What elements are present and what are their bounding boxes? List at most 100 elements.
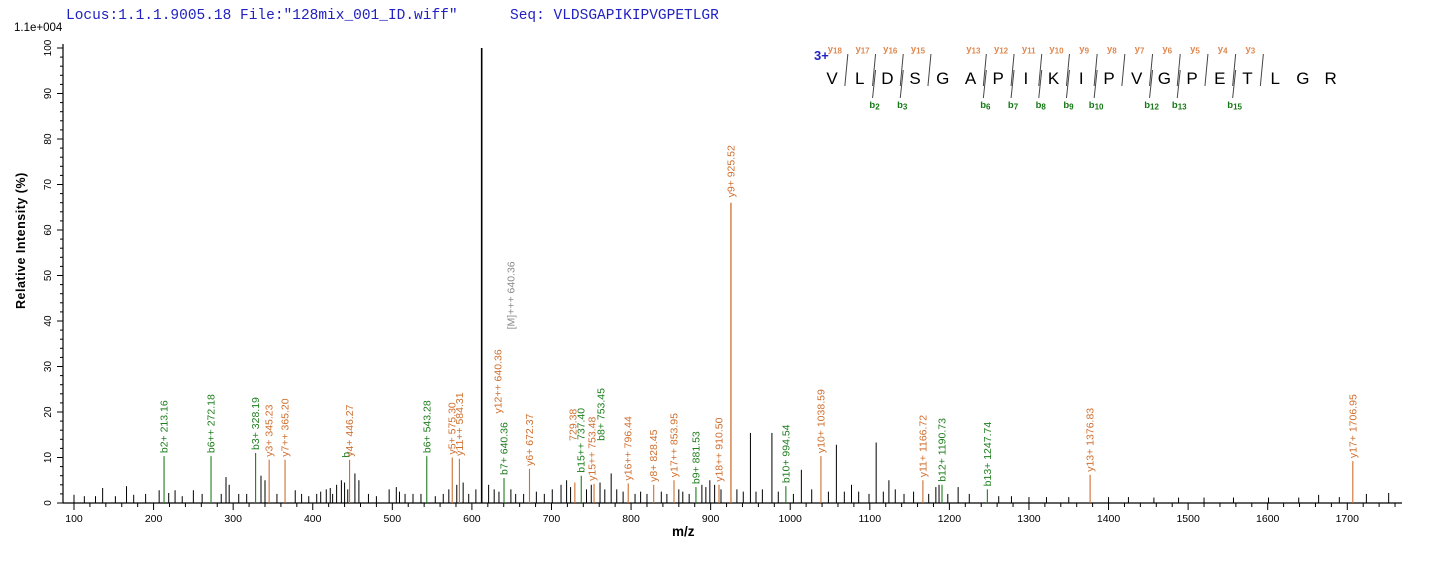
sequence-residue: G <box>1296 69 1309 88</box>
y-tick-label: 70 <box>43 179 54 191</box>
peak-label: y15++ 753.48 <box>587 417 599 481</box>
peak-label: y10+ 1038.59 <box>815 389 827 453</box>
x-tick-label: 900 <box>702 513 720 525</box>
y-ion-tick <box>1149 53 1154 87</box>
y-ion-tick <box>927 53 932 87</box>
y-tick-label: 90 <box>43 88 54 100</box>
x-tick-label: 200 <box>145 513 163 525</box>
sequence-residue: R <box>1324 69 1336 88</box>
sequence-residue: D <box>881 69 893 88</box>
b-ion-label: b10 <box>1089 100 1104 112</box>
b-ion-label: b6 <box>980 100 991 112</box>
y-ion-label: y5 <box>1190 44 1200 56</box>
peak-label: y9+ 925.52 <box>725 145 737 197</box>
y-tick-label: 20 <box>43 406 54 418</box>
peak-label: b2+ 213.16 <box>159 400 171 453</box>
peak-label: y3+ 345.23 <box>264 404 276 456</box>
y-ion-tick <box>1204 53 1209 87</box>
y-ion-label: y7 <box>1135 44 1145 56</box>
sequence-residue: A <box>965 69 977 88</box>
peak-label: y6+ 672.37 <box>524 413 536 465</box>
y-ion-label: y6 <box>1162 44 1172 56</box>
sequence-residue: P <box>993 69 1004 88</box>
y-ion-tick <box>899 53 904 87</box>
header-locus-file: Locus:1.1.1.9005.18 File:"128mix_001_ID.… <box>66 8 458 24</box>
peak-label: [M]+++ 640.36 <box>506 261 518 329</box>
b-ion-tick <box>1038 69 1043 99</box>
sequence-residue: G <box>1158 69 1171 88</box>
precursor-charge-label: 3+ <box>814 48 829 63</box>
y-tick-label: 30 <box>43 361 54 373</box>
y-ion-label: y10 <box>1049 44 1064 56</box>
peak-label: y11+ 1166.72 <box>917 415 929 478</box>
x-tick-label: 500 <box>384 513 402 525</box>
y-ion-label: y12 <box>994 44 1009 56</box>
y-tick-label: 100 <box>43 39 54 56</box>
x-tick-label: 1600 <box>1256 513 1280 525</box>
x-tick-label: 400 <box>304 513 322 525</box>
y-ion-tick <box>1010 53 1015 87</box>
sequence-residue: I <box>1079 69 1084 88</box>
peak-label: 729.38 <box>567 409 579 441</box>
y-ion-tick <box>1038 53 1043 87</box>
y-ion-label: y13 <box>966 44 981 56</box>
y-tick-label: 50 <box>43 270 54 282</box>
header: Locus:1.1.1.9005.18 File:"128mix_001_ID.… <box>0 8 1436 26</box>
x-tick-label: 700 <box>543 513 561 525</box>
peak-label: y18++ 910.50 <box>713 417 725 481</box>
y-tick-label: 10 <box>43 452 54 464</box>
max-intensity-label: 1.1e+004 <box>14 22 63 34</box>
y-ion-tick <box>1121 53 1126 87</box>
b-ion-tick <box>1010 69 1015 99</box>
peak-label: y13+ 1376.83 <box>1085 408 1097 472</box>
peak-label: y5+ 575.30 <box>447 402 459 454</box>
y-ion-tick <box>982 53 987 87</box>
peak-label: b10+ 994.54 <box>780 424 792 483</box>
sequence-residue: T <box>1242 69 1252 88</box>
b-ion-label: b2 <box>869 100 880 112</box>
b-ion-label: b3 <box>897 100 908 112</box>
peak-label: y17++ 853.95 <box>668 413 680 477</box>
sequence-residue: L <box>855 69 864 88</box>
peak-label: b9+ 881.53 <box>690 431 702 484</box>
y-ion-label: y4 <box>1218 44 1228 56</box>
peak-label: b3+ 328.19 <box>250 397 262 450</box>
b-ion-label: b13 <box>1172 100 1187 112</box>
x-tick-label: 1700 <box>1336 513 1360 525</box>
sequence-residue: V <box>826 69 838 88</box>
b-ion-label: b12 <box>1144 100 1159 112</box>
x-tick-label: 1400 <box>1097 513 1121 525</box>
x-tick-label: 300 <box>224 513 242 525</box>
sequence-residue: I <box>1024 69 1029 88</box>
y-ion-label: y3 <box>1245 44 1255 56</box>
peak-label: b13+ 1247.74 <box>982 422 994 487</box>
b-ion-tick <box>872 69 877 99</box>
b-ion-tick <box>1093 69 1098 99</box>
y-ion-label: y16 <box>883 44 898 56</box>
b-ion-tick <box>1149 69 1154 99</box>
peak-label: b6++ 272.18 <box>206 394 218 453</box>
x-tick-label: 100 <box>65 513 83 525</box>
peak-label: b7+ 640.36 <box>499 422 511 475</box>
b-ion-tick <box>1176 69 1181 99</box>
b-ion-label: b9 <box>1063 100 1074 112</box>
b-ion-tick <box>1065 69 1070 99</box>
y-tick-label: 60 <box>43 224 54 236</box>
x-tick-label: 1300 <box>1017 513 1041 525</box>
peak-label: b6+ 543.28 <box>421 400 433 453</box>
peak-label: y8+ 828.45 <box>648 429 660 481</box>
y-tick-label: 40 <box>43 315 54 327</box>
y-ion-label: y11 <box>1022 44 1036 56</box>
x-tick-label: 1100 <box>859 513 882 525</box>
y-ion-tick <box>872 53 877 87</box>
b-ion-tick <box>899 69 904 99</box>
y-ion-tick <box>1259 53 1264 87</box>
x-tick-label: 800 <box>622 513 640 525</box>
y-ion-label: y8 <box>1107 44 1117 56</box>
y-ion-label: y15 <box>911 44 926 56</box>
b-ion-label: b15 <box>1227 100 1242 112</box>
y-ion-tick <box>1065 53 1070 87</box>
peak-label: b8+ 753.45 <box>596 388 608 441</box>
b-ion-tick <box>982 69 987 99</box>
